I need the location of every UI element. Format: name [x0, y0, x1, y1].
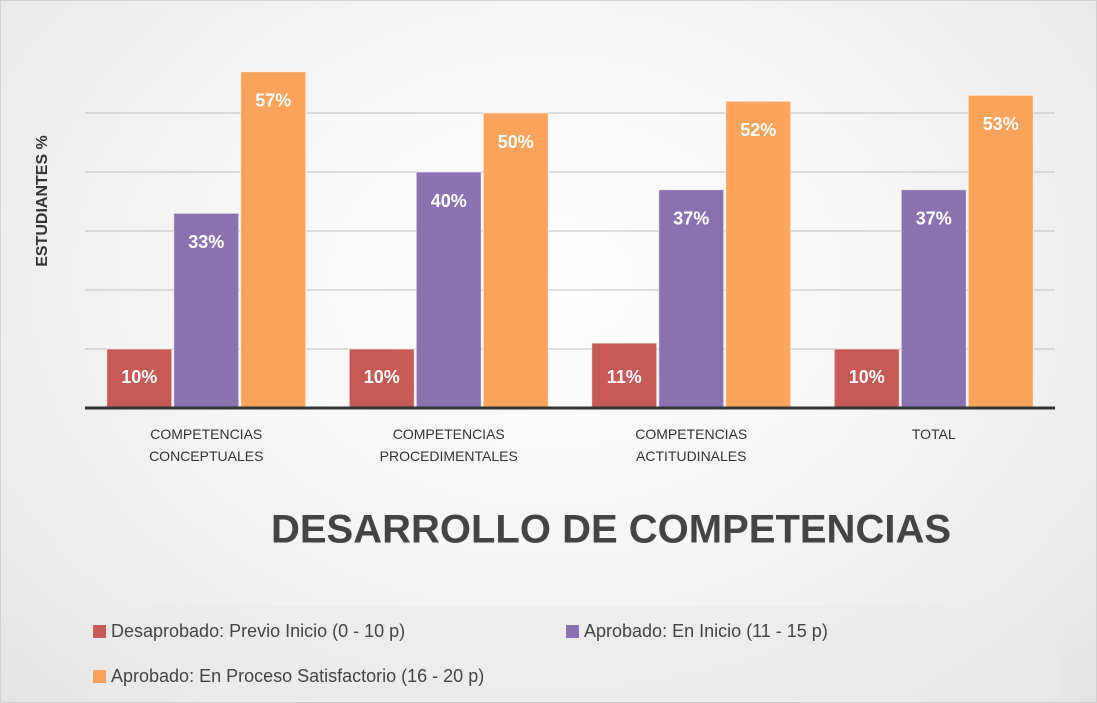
data-label: 10%	[121, 367, 157, 387]
legend-item: Desaprobado: Previo Inicio (0 - 10 p)	[93, 621, 405, 642]
legend-label: Desaprobado: Previo Inicio (0 - 10 p)	[111, 621, 406, 641]
legend-label: Aprobado: En Proceso Satisfactorio (16 -…	[111, 666, 485, 686]
data-label: 40%	[431, 191, 467, 211]
data-label: 33%	[188, 232, 224, 252]
data-label: 52%	[740, 120, 776, 140]
data-label: 11%	[607, 367, 642, 387]
bar	[725, 100, 792, 409]
bar	[658, 189, 725, 409]
x-tick-label: COMPETENCIAS PROCEDIMENTALES	[379, 426, 518, 464]
bar	[482, 112, 549, 409]
data-label: 37%	[673, 208, 709, 228]
bar	[900, 189, 967, 409]
x-tick-label: TOTAL	[911, 426, 956, 442]
x-tick-label: COMPETENCIAS ACTITUDINALES	[635, 426, 748, 464]
legend-swatch	[93, 670, 106, 683]
legend-item: Aprobado: En Inicio (11 - 15 p)	[566, 621, 828, 642]
bar	[591, 342, 658, 409]
chart-title: DESARROLLO DE COMPETENCIAS	[271, 508, 951, 552]
data-label: 37%	[916, 208, 952, 228]
legend-swatch	[566, 625, 579, 638]
bar	[240, 71, 307, 409]
y-axis-label: ESTUDIANTES %	[34, 135, 51, 267]
legend-label: Aprobado: En Inicio (11 - 15 p)	[584, 621, 828, 641]
x-tick-label: COMPETENCIAS CONCEPTUALES	[149, 426, 264, 464]
bar	[348, 348, 415, 409]
bar	[415, 171, 482, 409]
legend-box	[85, 606, 1061, 698]
data-label: 57%	[255, 90, 291, 110]
data-label: 10%	[849, 367, 885, 387]
bar	[833, 348, 900, 409]
legend-swatch	[93, 625, 106, 638]
data-label: 50%	[498, 132, 534, 152]
legend-item: Aprobado: En Proceso Satisfactorio (16 -…	[93, 666, 484, 687]
data-label: 10%	[364, 367, 400, 387]
bar	[106, 348, 173, 409]
bar	[967, 94, 1034, 409]
data-label: 53%	[983, 114, 1019, 134]
